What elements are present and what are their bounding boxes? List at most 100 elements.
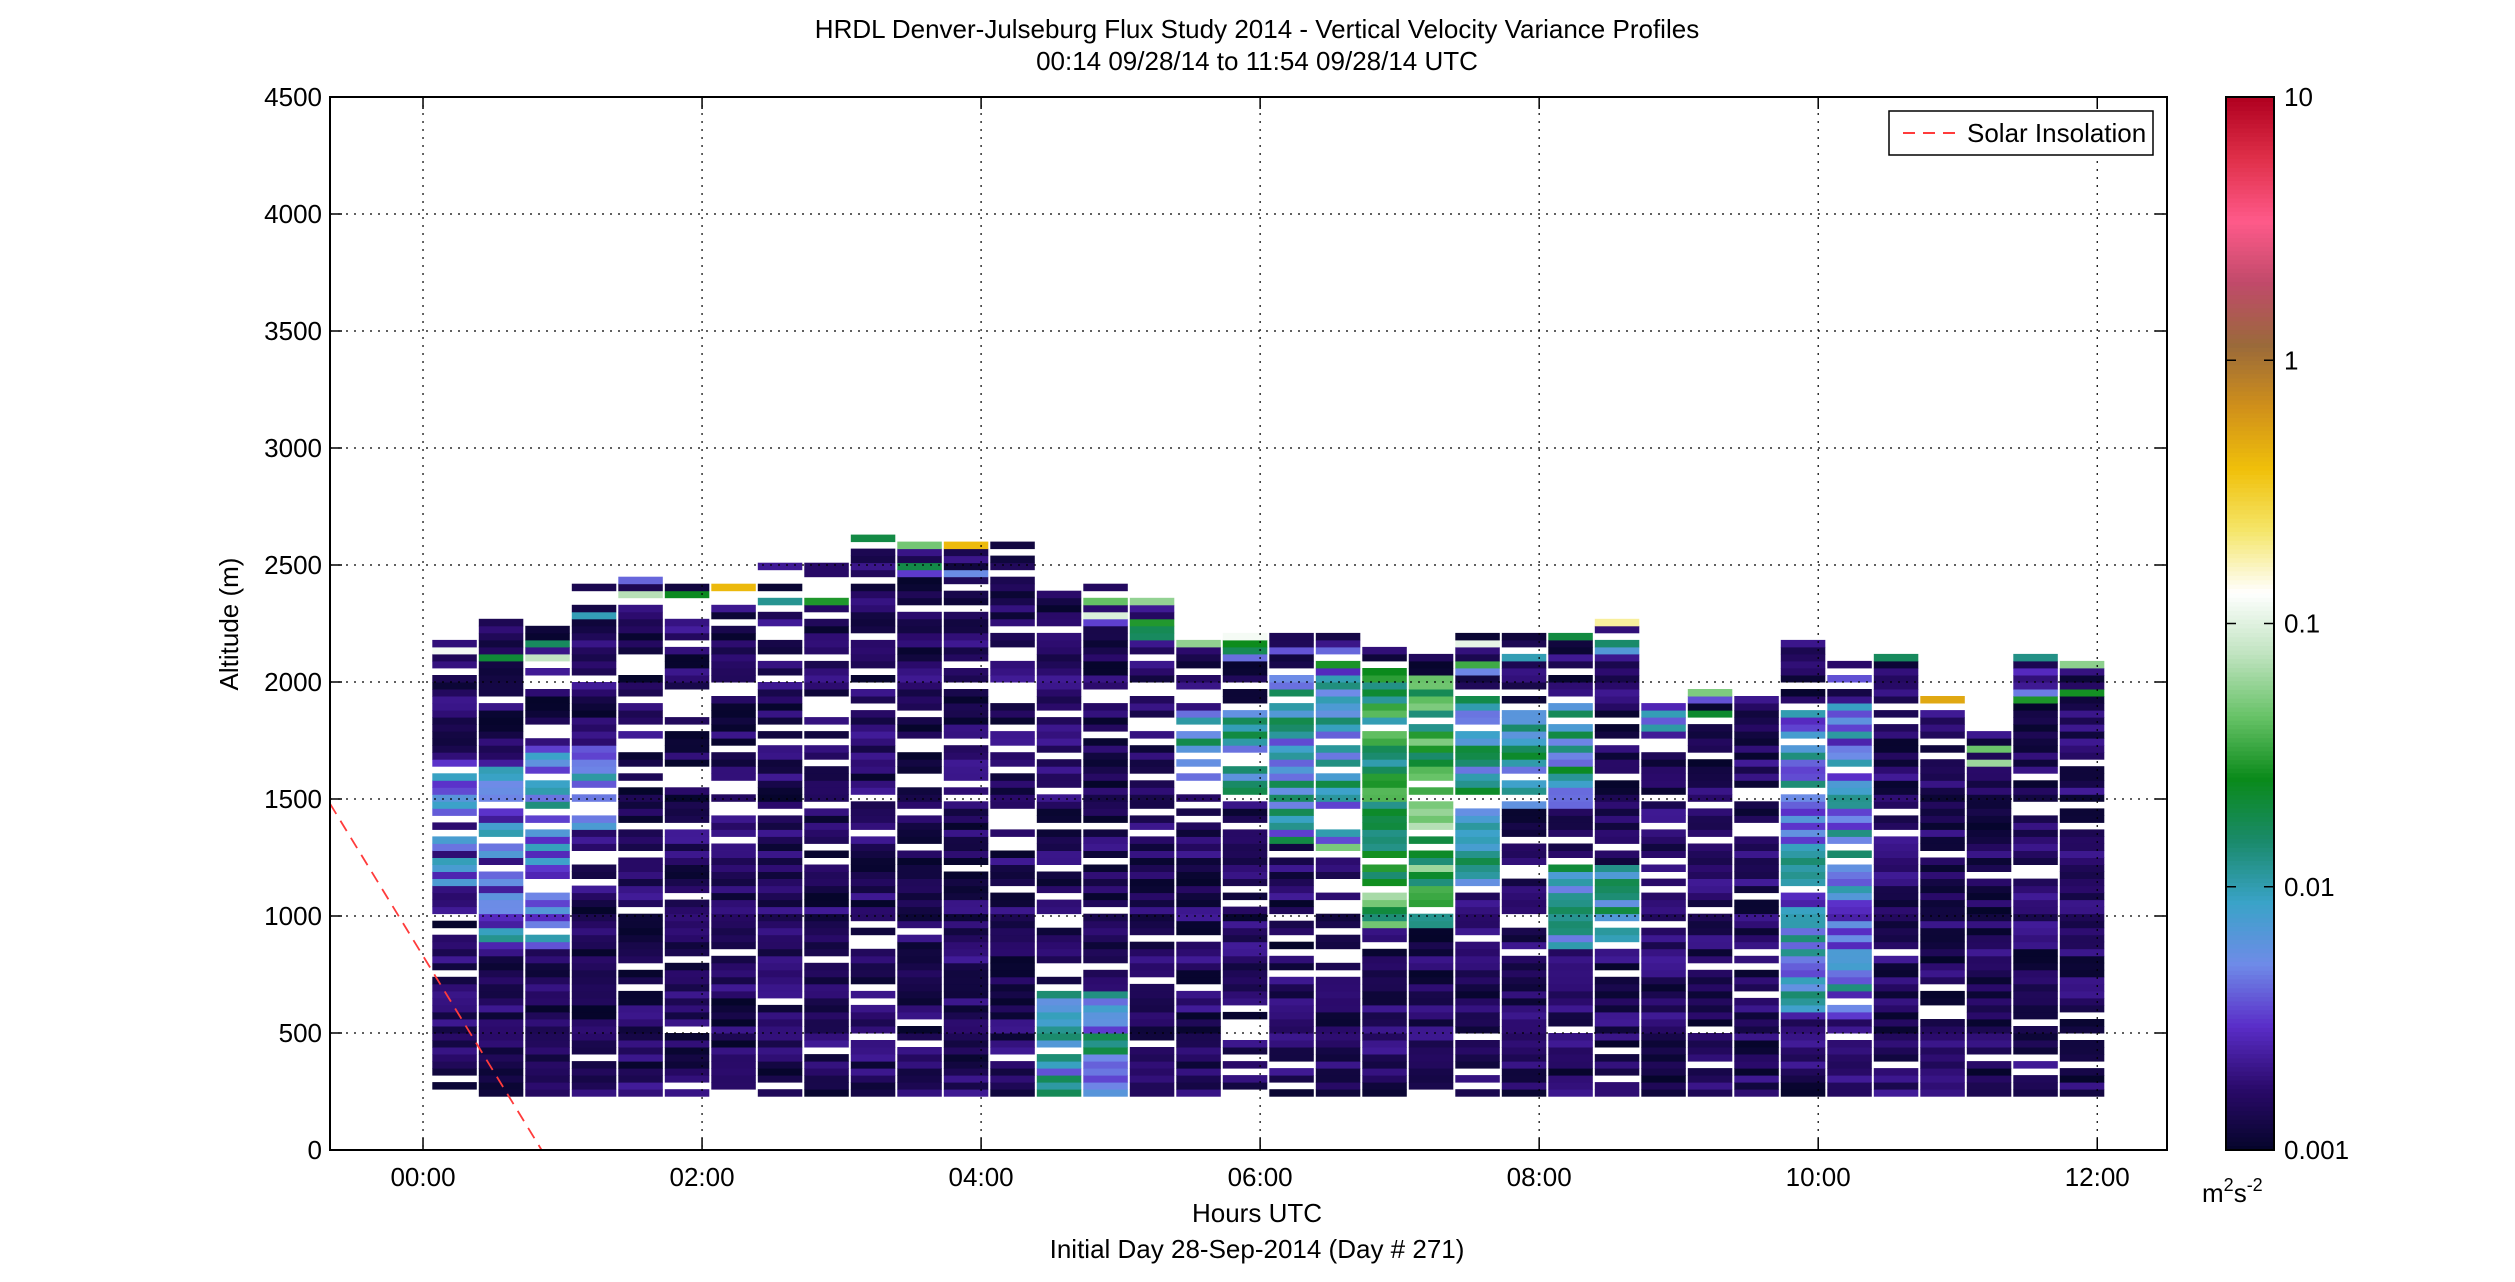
heatmap-cell	[1222, 808, 1268, 816]
heatmap-cell	[2059, 843, 2105, 851]
heatmap-cell	[1315, 682, 1361, 690]
heatmap-cell	[2059, 920, 2105, 929]
colorbar-segment	[2226, 140, 2274, 146]
heatmap-cell	[943, 696, 989, 704]
heatmap-cell	[1176, 1011, 1221, 1020]
heatmap-cell	[1966, 885, 2012, 894]
colorbar-segment	[2226, 939, 2274, 945]
heatmap-cell	[1083, 920, 1128, 929]
heatmap-cell	[525, 696, 570, 704]
heatmap-cell	[1594, 1068, 1640, 1076]
heatmap-cell	[943, 941, 989, 950]
heatmap-cell	[571, 780, 617, 788]
solar-insolation-layer	[329, 803, 543, 1151]
heatmap-cell	[1455, 850, 1500, 858]
colorbar-segment	[2226, 785, 2274, 791]
heatmap-cell	[1129, 850, 1175, 858]
heatmap-cell	[757, 597, 803, 606]
heatmap-cell	[1734, 1061, 1779, 1069]
colorbar-segment	[2226, 118, 2274, 124]
heatmap-cell	[804, 646, 849, 655]
heatmap-cell	[1362, 822, 1407, 830]
heatmap-cell	[1222, 969, 1268, 978]
colorbar-segment	[2226, 851, 2274, 857]
heatmap-cell	[850, 639, 896, 648]
colorbar-segment	[2226, 1092, 2274, 1098]
heatmap-cell	[897, 983, 942, 992]
heatmap-cell	[711, 703, 756, 711]
heatmap-cell	[1594, 653, 1640, 662]
heatmap-cell	[1455, 815, 1500, 823]
heatmap-cell	[1780, 976, 1826, 985]
colorbar-segment	[2226, 895, 2274, 901]
heatmap-cell	[1594, 766, 1640, 774]
heatmap-cell	[711, 892, 756, 901]
heatmap-cell	[1827, 941, 1872, 950]
chart-subtitle: 00:14 09/28/14 to 11:54 09/28/14 UTC	[1036, 46, 1478, 76]
heatmap-cell	[1827, 927, 1872, 936]
heatmap-cell	[711, 1061, 756, 1069]
heatmap-cell	[432, 710, 477, 718]
heatmap-cell	[432, 1004, 477, 1013]
heatmap-cell	[1966, 731, 2012, 739]
colorbar-segment	[2226, 193, 2274, 199]
heatmap-cell	[478, 660, 524, 669]
heatmap-cell	[757, 703, 803, 711]
heatmap-cell	[1548, 780, 1593, 788]
heatmap-cell	[2059, 773, 2105, 781]
heatmap-cell	[1501, 899, 1547, 908]
heatmap-cell	[1687, 878, 1733, 887]
heatmap-cell	[897, 787, 942, 795]
heatmap-cell	[711, 675, 756, 683]
heatmap-cell	[850, 822, 896, 830]
heatmap-cell	[1501, 1054, 1547, 1062]
heatmap-cell	[1594, 689, 1640, 697]
heatmap-cell	[804, 871, 849, 879]
heatmap-cell	[1222, 696, 1268, 704]
heatmap-cell	[1641, 1047, 1686, 1055]
heatmap-cell	[1641, 836, 1686, 844]
heatmap-cell	[804, 962, 849, 971]
colorbar-segment	[2226, 219, 2274, 225]
heatmap-cell	[1362, 1011, 1407, 1020]
heatmap-cell	[804, 1011, 849, 1020]
heatmap-cell	[1687, 1011, 1733, 1020]
heatmap-cell	[1687, 892, 1733, 901]
heatmap-cell	[897, 759, 942, 767]
colorbar-segment	[2226, 184, 2274, 190]
heatmap-cell	[664, 850, 710, 858]
heatmap-cell	[1362, 646, 1407, 655]
heatmap-cell	[1083, 1068, 1128, 1076]
heatmap-cell	[1501, 892, 1547, 901]
heatmap-cell	[2013, 1040, 2058, 1048]
heatmap-cell	[1641, 801, 1686, 809]
heatmap-cell	[1548, 1047, 1593, 1055]
heatmap-cell	[664, 668, 710, 676]
heatmap-cell	[1408, 675, 1454, 683]
heatmap-cell	[1548, 822, 1593, 830]
heatmap-cell	[1780, 752, 1826, 760]
heatmap-cell	[711, 969, 756, 978]
heatmap-cell	[1641, 724, 1686, 732]
heatmap-cell	[1315, 773, 1361, 781]
x-tick-label: 10:00	[1786, 1162, 1851, 1192]
heatmap-cell	[1083, 646, 1128, 655]
heatmap-cell	[1455, 948, 1500, 957]
heatmap-cell	[1408, 1075, 1454, 1083]
heatmap-cell	[1176, 717, 1221, 725]
heatmap-cell	[1408, 934, 1454, 943]
heatmap-cell	[943, 1026, 989, 1034]
heatmap-cell	[1083, 948, 1128, 957]
heatmap-cell	[1827, 731, 1872, 739]
heatmap-cell	[1176, 745, 1221, 753]
heatmap-cell	[1594, 759, 1640, 767]
heatmap-cell	[804, 1082, 849, 1090]
heatmap-cell	[1083, 1061, 1128, 1069]
heatmap-cell	[897, 899, 942, 908]
heatmap-cell	[1501, 660, 1547, 669]
colorbar-segment	[2226, 1132, 2274, 1138]
heatmap-cell	[804, 906, 849, 915]
heatmap-cell	[432, 1068, 477, 1076]
heatmap-cell	[711, 717, 756, 725]
heatmap-cell	[1966, 906, 2012, 915]
